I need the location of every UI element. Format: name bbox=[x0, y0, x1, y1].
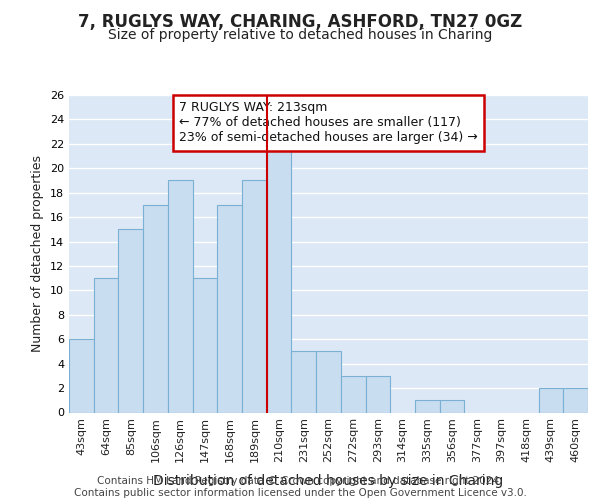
X-axis label: Distribution of detached houses by size in Charing: Distribution of detached houses by size … bbox=[154, 474, 503, 488]
Bar bbox=[440, 400, 464, 412]
Bar bbox=[242, 180, 267, 412]
Bar bbox=[69, 339, 94, 412]
Bar bbox=[341, 376, 365, 412]
Bar bbox=[539, 388, 563, 412]
Bar bbox=[94, 278, 118, 412]
Bar bbox=[415, 400, 440, 412]
Bar bbox=[193, 278, 217, 412]
Bar bbox=[316, 352, 341, 412]
Text: 7 RUGLYS WAY: 213sqm
← 77% of detached houses are smaller (117)
23% of semi-deta: 7 RUGLYS WAY: 213sqm ← 77% of detached h… bbox=[179, 102, 478, 144]
Bar bbox=[143, 205, 168, 412]
Text: Contains HM Land Registry data © Crown copyright and database right 2024.
Contai: Contains HM Land Registry data © Crown c… bbox=[74, 476, 526, 498]
Bar bbox=[292, 352, 316, 412]
Text: Size of property relative to detached houses in Charing: Size of property relative to detached ho… bbox=[108, 28, 492, 42]
Bar bbox=[118, 230, 143, 412]
Y-axis label: Number of detached properties: Number of detached properties bbox=[31, 155, 44, 352]
Bar bbox=[563, 388, 588, 412]
Bar bbox=[267, 144, 292, 412]
Bar bbox=[168, 180, 193, 412]
Text: 7, RUGLYS WAY, CHARING, ASHFORD, TN27 0GZ: 7, RUGLYS WAY, CHARING, ASHFORD, TN27 0G… bbox=[78, 12, 522, 30]
Bar bbox=[365, 376, 390, 412]
Bar bbox=[217, 205, 242, 412]
